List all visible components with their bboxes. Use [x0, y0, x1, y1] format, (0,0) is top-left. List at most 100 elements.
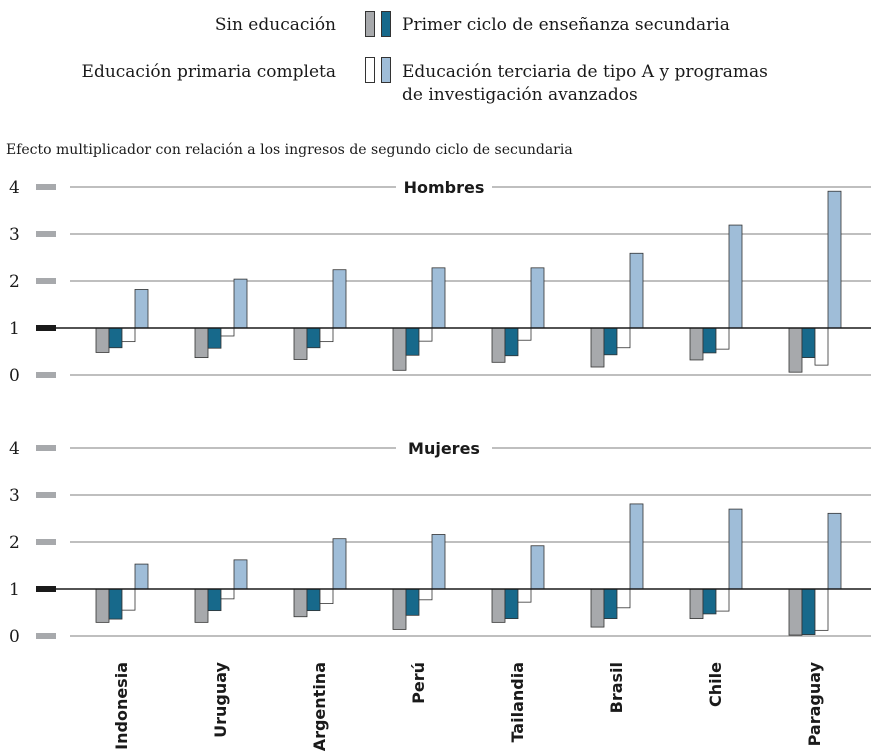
bar-s0	[788, 327, 803, 373]
bar-s3	[233, 278, 248, 329]
bar-s1	[306, 327, 321, 349]
y-tick-label: 1	[9, 580, 20, 600]
y-tick-mark	[36, 372, 56, 378]
bar-s0	[689, 588, 704, 620]
bar-s2	[121, 588, 136, 611]
bar-s3	[332, 538, 347, 590]
bar-s0	[194, 588, 209, 623]
bar-s2	[616, 588, 631, 609]
bar-s1	[504, 327, 519, 357]
bar-s1	[702, 327, 717, 354]
bar-s0	[491, 327, 506, 363]
y-tick-label: 0	[9, 627, 20, 647]
bar-s2	[121, 327, 136, 343]
bar-s0	[392, 588, 407, 630]
bar-s1	[405, 588, 420, 616]
bar-s2	[418, 327, 433, 342]
legend-label-primer-ciclo: Primer ciclo de enseñanza secundaria	[402, 15, 730, 35]
bar-s3	[827, 512, 842, 590]
y-tick-label: 3	[9, 486, 20, 506]
bar-s1	[801, 327, 816, 359]
bar-s1	[306, 588, 321, 612]
panel-title-bg	[396, 175, 492, 197]
y-tick-mark	[36, 492, 56, 498]
x-category-label: Uruguay	[211, 661, 230, 737]
bar-s3	[629, 503, 644, 590]
y-tick-mark	[36, 539, 56, 545]
y-tick-mark	[36, 586, 56, 592]
x-category-label: Perú	[409, 662, 428, 704]
bar-s1	[702, 588, 717, 615]
legend: Sin educación Primer ciclo de enseñanza …	[0, 0, 871, 115]
y-tick-label: 4	[9, 439, 20, 459]
bar-s3	[332, 269, 347, 329]
bar-s1	[603, 327, 618, 356]
panel-hombres: 0 1 2 3 4 Hombres	[9, 175, 871, 386]
y-tick-mark	[36, 278, 56, 284]
bar-s2	[220, 588, 235, 600]
bar-s2	[715, 588, 730, 612]
chart-title: Efecto multiplicador con relación a los …	[6, 142, 573, 158]
bar-s1	[108, 327, 123, 349]
y-tick-mark	[36, 184, 56, 190]
panel-title: Mujeres	[408, 439, 480, 458]
bar-s1	[207, 588, 222, 612]
panel-title: Hombres	[404, 178, 485, 197]
legend-swatch-primer-ciclo	[381, 11, 391, 37]
x-category-label: Brasil	[607, 662, 626, 713]
bar-s1	[603, 588, 618, 620]
bar-s3	[431, 534, 446, 590]
y-tick-mark	[36, 633, 56, 639]
y-tick-mark	[36, 231, 56, 237]
bar-s0	[95, 327, 110, 353]
bar-s0	[590, 588, 605, 628]
bar-s1	[108, 588, 123, 620]
bar-s2	[814, 588, 829, 631]
bar-s0	[95, 588, 110, 623]
legend-label-sin-educacion: Sin educación	[214, 15, 336, 35]
bar-s0	[491, 588, 506, 623]
bar-s3	[134, 563, 149, 590]
legend-swatch-sin-educacion	[365, 11, 375, 37]
bar-s0	[788, 588, 803, 636]
bar-s3	[629, 252, 644, 329]
x-category-label: Paraguay	[805, 661, 824, 746]
bar-s3	[728, 224, 743, 329]
bar-s1	[207, 327, 222, 349]
bar-s2	[319, 588, 334, 604]
legend-swatch-primaria-completa	[365, 57, 375, 83]
x-category-label: Chile	[706, 662, 725, 707]
y-tick-label: 0	[9, 366, 20, 386]
bar-s2	[616, 327, 631, 349]
bar-s0	[590, 327, 605, 368]
y-tick-mark	[36, 445, 56, 451]
legend-swatch-terciaria	[381, 57, 391, 83]
y-tick-label: 3	[9, 225, 20, 245]
bar-s0	[293, 588, 308, 618]
bar-s3	[530, 545, 545, 590]
bar-s1	[801, 588, 816, 635]
legend-label-primaria-completa: Educación primaria completa	[81, 62, 336, 82]
x-category-label: Indonesia	[112, 662, 131, 750]
y-tick-label: 2	[9, 533, 20, 553]
bar-s1	[504, 588, 519, 620]
bar-s3	[431, 267, 446, 329]
y-tick-label: 1	[9, 319, 20, 339]
bar-s2	[418, 588, 433, 601]
legend-label-terciaria: Educación terciaria de tipo A y programa…	[402, 62, 768, 82]
bar-s3	[233, 559, 248, 590]
x-category-label: Tailandia	[508, 662, 527, 743]
bar-s0	[194, 327, 209, 359]
bar-s1	[405, 327, 420, 356]
panel-title-bg	[396, 436, 492, 458]
panel-mujeres: 0 1 2 3 4 Mujeres	[9, 436, 871, 647]
bar-s3	[134, 289, 149, 329]
bar-s2	[517, 588, 532, 603]
bar-s3	[530, 267, 545, 329]
x-category-label: Argentina	[310, 662, 329, 751]
bar-s2	[220, 327, 235, 337]
bar-s3	[728, 508, 743, 590]
bar-s0	[293, 327, 308, 360]
bar-s2	[319, 327, 334, 343]
